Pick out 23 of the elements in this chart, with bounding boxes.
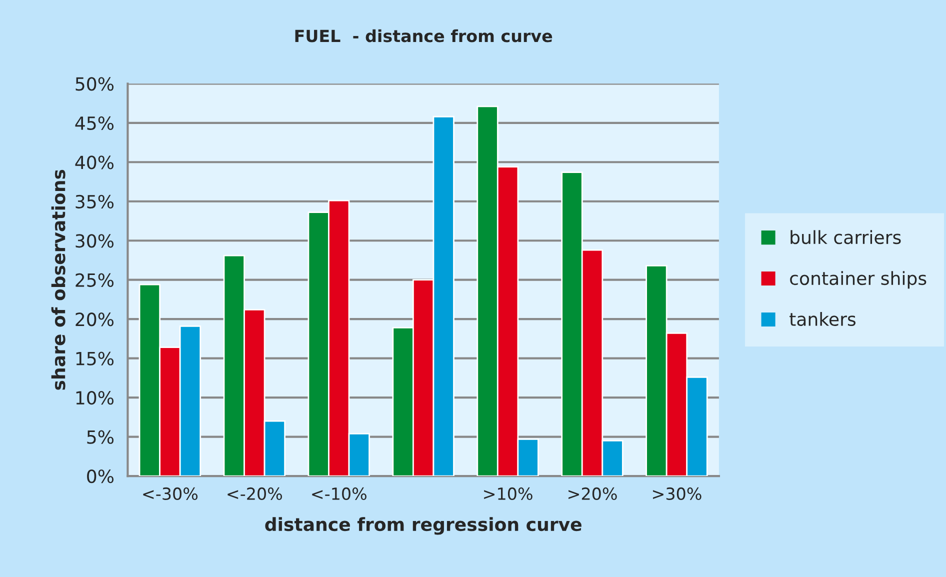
y-tick-label: 20% [76,312,114,326]
y-tick-label: 50% [76,77,114,91]
x-tick-label: >10% [484,487,532,500]
legend-label: tankers [790,312,856,326]
legend-label: container ships [790,271,926,289]
legend-label: bulk carriers [790,230,901,244]
x-tick-label: >30% [652,487,702,500]
y-tick-label: 0% [87,469,114,484]
y-tick-label: 40% [75,156,114,170]
x-axis-title: distance from regression curve [265,517,582,535]
x-tick-label: >20% [568,487,617,500]
y-tick-label: 35% [76,194,114,208]
y-tick-label: 5% [87,430,114,444]
x-tick-label: <-30% [143,487,198,500]
y-axis-title: share of observations [51,170,66,390]
y-tick-label: 45% [75,116,114,130]
x-tick-label: <-10% [312,487,366,500]
x-tick-label: <-20% [228,487,282,500]
y-tick-label: 25% [76,273,114,287]
y-tick-label: 30% [76,234,114,248]
y-tick-label: 10% [76,391,114,405]
chart-title: FUEL - distance from curve [295,29,552,42]
y-tick-label: 15% [76,352,114,366]
